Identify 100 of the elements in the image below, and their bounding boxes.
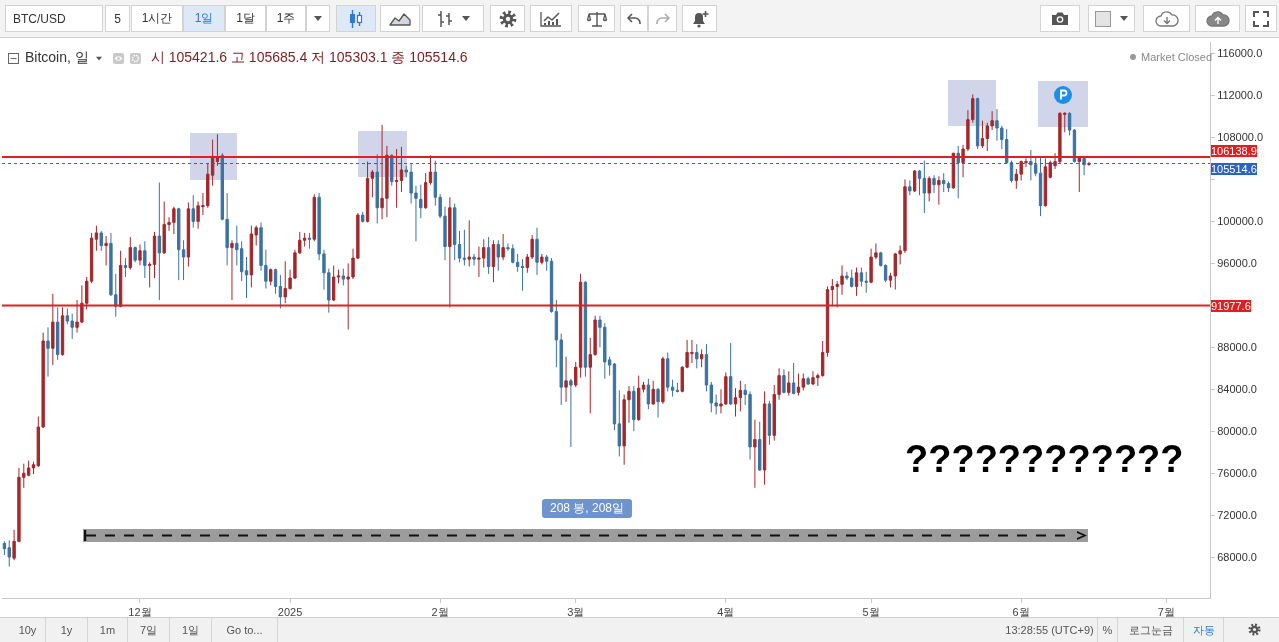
candlestick xyxy=(448,196,452,308)
candlestick xyxy=(806,376,810,386)
y-tick-label: 100000.0 xyxy=(1217,215,1264,228)
candlestick xyxy=(1038,156,1043,217)
candlestick xyxy=(453,203,457,261)
candlestick xyxy=(157,182,162,301)
candlestick xyxy=(370,169,375,198)
candlestick xyxy=(956,145,960,199)
text: 로그눈금 xyxy=(1128,622,1173,638)
candlestick xyxy=(336,269,341,284)
candlestick xyxy=(486,236,491,275)
text: 10y xyxy=(18,624,37,636)
annotation: 208 봉, 208일 xyxy=(541,499,633,518)
candlestick xyxy=(637,375,641,422)
candlestick xyxy=(269,268,273,286)
candlestick xyxy=(1043,157,1048,208)
text: 1m xyxy=(99,624,116,636)
text: % xyxy=(1102,624,1113,636)
text: 7일 xyxy=(139,622,158,638)
y-tick-label: 68000.0 xyxy=(1217,550,1257,563)
text: 1달 xyxy=(236,10,255,27)
candlestick xyxy=(128,236,132,271)
candlestick xyxy=(738,380,743,412)
candlestick xyxy=(699,348,704,368)
text: 5 xyxy=(114,11,121,26)
candlestick xyxy=(138,243,142,266)
text: Bitcoin, 일 xyxy=(25,49,89,67)
candlestick xyxy=(312,193,316,242)
text: 1일 xyxy=(181,622,200,638)
candlestick xyxy=(1077,155,1081,193)
candlestick xyxy=(922,160,927,214)
candlestick xyxy=(375,153,379,224)
candlestick xyxy=(462,229,467,266)
x-tick-label: 6월 xyxy=(1012,606,1030,619)
candlestick xyxy=(143,240,147,279)
candlestick xyxy=(535,227,539,276)
candlestick xyxy=(791,362,796,395)
candlestick xyxy=(99,230,103,252)
candlestick xyxy=(942,172,946,193)
candlestick xyxy=(767,400,772,446)
annotation: ???????????? xyxy=(905,437,1184,481)
candlestick xyxy=(854,267,859,297)
candlestick xyxy=(927,175,931,202)
candlestick xyxy=(133,246,137,263)
x-tick-label: 2월 xyxy=(431,606,449,619)
text: Go to... xyxy=(226,624,263,636)
candlestick xyxy=(651,380,655,406)
candlestick xyxy=(55,306,60,361)
candlestick xyxy=(796,373,801,397)
candlestick xyxy=(249,225,254,288)
ref-line-label: 105514.6 xyxy=(1211,163,1257,175)
candlestick xyxy=(428,154,433,186)
text: 1일 xyxy=(194,10,214,27)
candlestick xyxy=(361,211,365,223)
candlestick xyxy=(656,387,660,419)
x-tick-label: 12월 xyxy=(128,606,152,619)
candlestick xyxy=(7,539,11,568)
candlestick xyxy=(980,120,985,149)
text: 13:28:55 (UTC+9) xyxy=(1005,624,1094,636)
candlestick xyxy=(695,343,699,369)
candlestick xyxy=(118,250,123,308)
candlestick xyxy=(564,356,568,403)
candlestick xyxy=(399,146,404,193)
y-tick-label: 96000.0 xyxy=(1217,257,1257,270)
candlestick xyxy=(472,253,476,266)
candlestick xyxy=(830,278,835,307)
x-tick-label: 7월 xyxy=(1157,606,1175,619)
y-tick-label: 108000.0 xyxy=(1217,131,1264,144)
candlestick xyxy=(390,153,394,187)
candlestick xyxy=(94,225,99,252)
text: 자동 xyxy=(1192,622,1215,638)
candlestick xyxy=(331,264,336,302)
candlestick xyxy=(419,184,423,219)
text: 1y xyxy=(60,624,73,636)
candlestick xyxy=(540,253,544,265)
x-tick-label: 5월 xyxy=(862,606,880,619)
candlestick xyxy=(273,268,278,295)
candlestick xyxy=(46,326,50,378)
candlestick xyxy=(341,268,346,286)
candlestick xyxy=(278,274,283,309)
candlestick xyxy=(104,235,108,266)
candlestick xyxy=(186,202,191,267)
candlestick xyxy=(307,232,312,250)
candlestick xyxy=(123,257,128,278)
candlestick xyxy=(230,239,234,301)
y-tick-label: 76000.0 xyxy=(1217,467,1257,480)
candlestick xyxy=(975,97,980,150)
y-tick-label: 84000.0 xyxy=(1217,383,1257,396)
candlestick xyxy=(728,342,733,406)
candlestick xyxy=(932,174,936,194)
candlestick xyxy=(365,161,370,223)
candlestick xyxy=(675,382,680,393)
x-tick-label: 3월 xyxy=(567,606,585,619)
candlestick xyxy=(632,385,636,432)
candlestick xyxy=(60,306,65,357)
candlestick xyxy=(423,172,428,210)
candlestick xyxy=(520,258,525,292)
candlestick xyxy=(51,293,55,366)
candlestick xyxy=(496,239,500,272)
candlestick xyxy=(908,179,912,196)
